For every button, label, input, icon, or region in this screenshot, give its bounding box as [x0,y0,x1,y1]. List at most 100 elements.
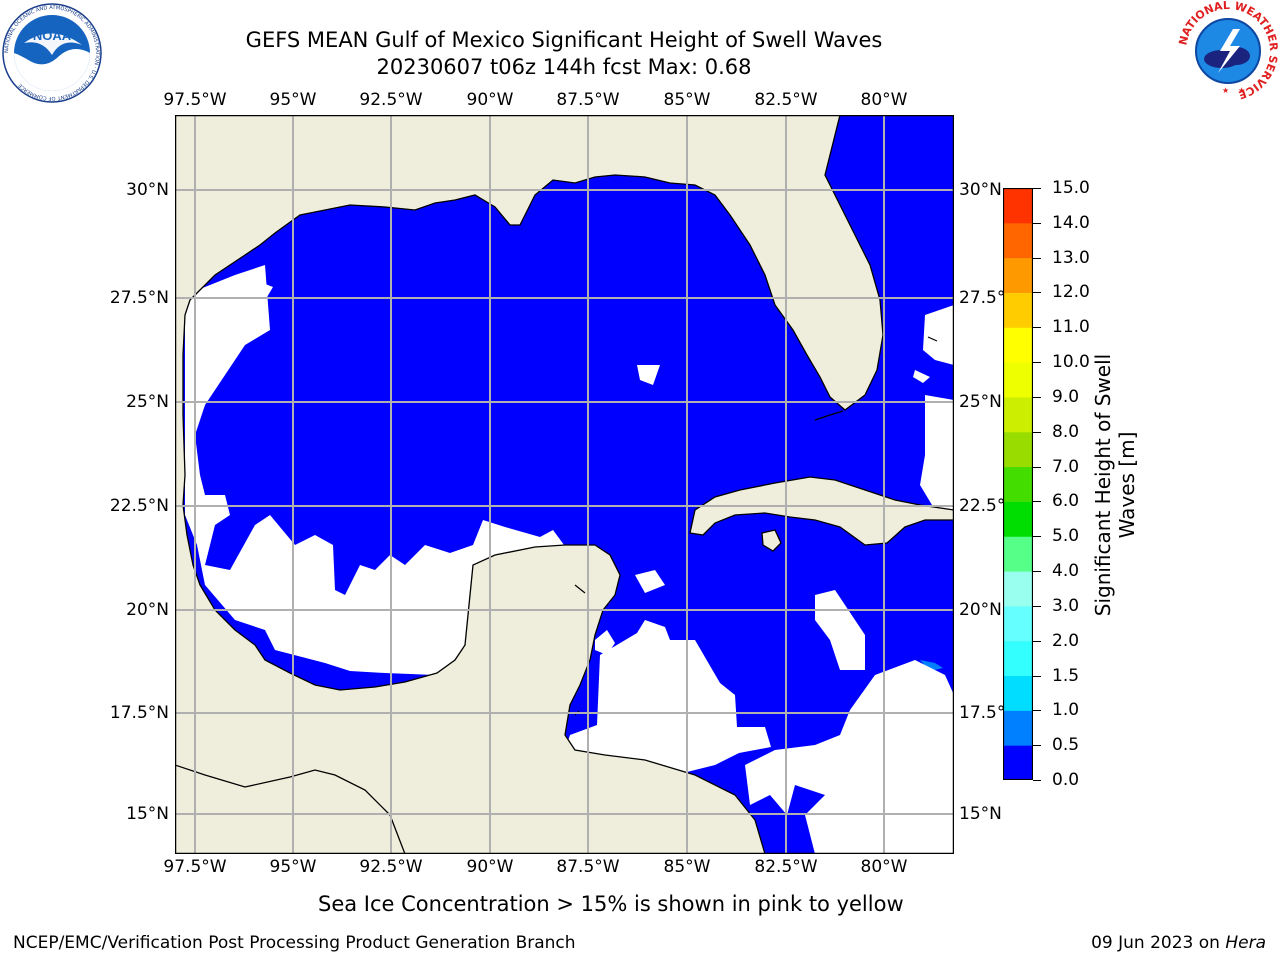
colorbar-segment [1003,222,1033,259]
colorbar-tick-label: 2.0 [1052,630,1080,651]
colorbar-tick-mark [1033,605,1041,607]
lon-label: 82.5°W [754,90,818,110]
colorbar-segment [1003,536,1033,572]
land-masses [175,115,954,854]
colorbar-label: Significant Height of Swell Waves [m] [1091,353,1139,617]
small-islands [574,336,938,716]
lat-label: 20°N [959,600,1002,620]
colorbar-tick-mark [1033,292,1041,294]
colorbar-tick-mark [1033,710,1041,712]
colorbar-tick-mark [1033,188,1041,189]
colorbar [1003,188,1033,780]
lon-label: 92.5°W [359,90,423,110]
lon-label: 80°W [860,857,908,877]
colorbar-tick-label: 0.0 [1052,770,1080,790]
colorbar-tick-mark [1033,745,1041,747]
colorbar-tick-label: 1.0 [1052,700,1080,721]
colorbar-tick-mark [1033,536,1041,538]
lon-label: 87.5°W [556,857,620,877]
lon-label: 85°W [663,90,711,110]
lon-label: 97.5°W [163,90,227,110]
colorbar-tick-label: 1.5 [1052,665,1080,686]
footer-date-text: 09 Jun 2023 on [1091,933,1220,953]
colorbar-tick-mark [1033,640,1041,642]
colorbar-segment [1003,710,1033,746]
colorbar-segment [1003,362,1033,398]
colorbar-tick-label: 4.0 [1052,561,1080,582]
lon-label: 85°W [663,857,711,877]
lat-label: 30°N [126,180,169,200]
colorbar-tick-mark [1033,466,1041,468]
map-frame [175,115,954,854]
colorbar-segment [1003,292,1033,328]
footer-date: 09 Jun 2023 on Hera [1091,932,1266,954]
lat-label: 17.5°N [109,703,169,723]
colorbar-segment [1003,745,1033,780]
colorbar-tick-label: 6.0 [1052,491,1080,512]
footer-branch: NCEP/EMC/Verification Post Processing Pr… [13,933,576,953]
lat-label: 27.5°N [109,288,169,308]
colorbar-tick-label: 14.0 [1052,212,1090,233]
lon-label: 80°W [860,90,908,110]
swell-0.5-patch-small [920,660,943,671]
svg-text:★: ★ [1238,86,1245,95]
colorbar-tick-label: 12.0 [1052,282,1090,303]
colorbar-tick-label: 3.0 [1052,595,1080,616]
colorbar-segment [1003,675,1033,711]
lon-label: 92.5°W [359,857,423,877]
colorbar-tick-mark [1033,675,1041,677]
lon-label: 95°W [269,90,317,110]
svg-text:★: ★ [1222,86,1229,95]
plot-title: GEFS MEAN Gulf of Mexico Significant Hei… [245,28,883,52]
lat-label: 30°N [959,180,1002,200]
colorbar-tick-label: 11.0 [1052,317,1090,338]
lat-label: 20°N [126,600,169,620]
ice-note: Sea Ice Concentration > 15% is shown in … [318,892,904,916]
lat-label: 22.5°N [109,496,169,516]
svg-text:NOAA: NOAA [33,28,72,43]
colorbar-segment [1003,431,1033,468]
lon-label: 90°W [466,90,514,110]
colorbar-tick-mark [1033,222,1041,224]
lon-label: 95°W [269,857,317,877]
colorbar-segment [1003,640,1033,677]
colorbar-tick-label: 7.0 [1052,456,1080,477]
colorbar-tick-label: 13.0 [1052,247,1090,268]
colorbar-segment [1003,396,1033,433]
noaa-logo: NATIONAL OCEANIC AND ATMOSPHERIC ADMINIS… [2,3,102,103]
colorbar-segment [1003,327,1033,363]
colorbar-segment [1003,605,1033,642]
colorbar-frame [1003,188,1033,780]
nws-logo: NATIONAL WEATHER SERVICE ★ ★ [1178,1,1278,101]
colorbar-tick-label: 15.0 [1052,178,1090,198]
colorbar-tick-label: 8.0 [1052,421,1080,442]
colorbar-tick-label: 5.0 [1052,526,1080,547]
plot-subtitle: 20230607 t06z 144h fcst Max: 0.68 [376,55,752,79]
lat-label: 25°N [126,392,169,412]
lat-label: 15°N [959,804,1002,824]
lat-label: 25°N [959,392,1002,412]
colorbar-tick-mark [1033,257,1041,259]
colorbar-tick-mark [1033,780,1041,781]
lon-label: 87.5°W [556,90,620,110]
swell-height-map [175,115,954,854]
colorbar-segment [1003,188,1033,224]
colorbar-tick-mark [1033,431,1041,433]
colorbar-segment [1003,257,1033,293]
lon-label: 90°W [466,857,514,877]
colorbar-segment [1003,501,1033,537]
graticule [175,115,954,854]
colorbar-tick-mark [1033,396,1041,398]
footer-machine: Hera [1225,933,1266,953]
colorbar-tick-label: 9.0 [1052,386,1080,407]
colorbar-tick-label: 0.5 [1052,735,1080,756]
colorbar-tick-mark [1033,362,1041,364]
colorbar-tick-mark [1033,501,1041,503]
colorbar-tick-mark [1033,327,1041,329]
colorbar-tick-mark [1033,571,1041,573]
colorbar-segment [1003,571,1033,607]
colorbar-segment [1003,466,1033,502]
colorbar-tick-label: 10.0 [1052,352,1090,373]
lat-label: 15°N [126,804,169,824]
lon-label: 97.5°W [163,857,227,877]
